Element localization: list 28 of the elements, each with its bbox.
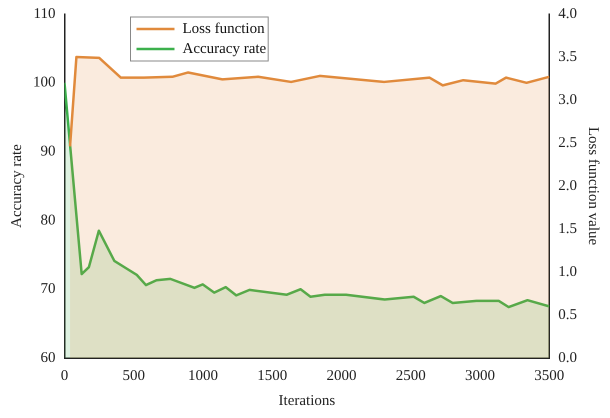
legend-label: Loss function [182,20,266,37]
y2-tick-label: 1.0 [558,264,577,280]
y2-axis-title: Loss function value [585,126,602,246]
x-tick-label: 1500 [257,368,288,384]
y-tick-label: 80 [40,212,56,228]
legend-label: Accuracy rate [182,40,267,57]
y-tick-label: 60 [40,350,56,366]
y2-tick-label: 3.0 [558,92,577,108]
y2-tick-label: 1.5 [558,220,577,237]
y-tick-label: 70 [40,281,56,298]
x-tick-label: 2000 [326,368,356,384]
y2-tick-label: 2.5 [558,134,577,151]
y-axis-title: Accuracy rate [8,144,25,228]
y2-tick-label: 4.0 [558,6,577,22]
x-tick-label: 1000 [188,368,218,384]
x-tick-label: 3500 [534,368,564,384]
y2-tick-label: 0.0 [558,350,577,366]
y-tick-label: 100 [33,74,56,91]
x-tick-label: 3000 [465,368,495,384]
x-tick-label: 500 [122,368,145,384]
y-tick-label: 110 [34,6,56,22]
x-axis-title: Iterations [278,392,336,409]
y2-tick-label: 3.5 [558,48,577,65]
x-tick-label: 0 [60,368,68,384]
y2-tick-label: 2.0 [558,178,577,194]
x-tick-label: 2500 [396,368,426,384]
y-tick-label: 90 [40,144,56,160]
y2-tick-label: 0.5 [558,306,577,323]
